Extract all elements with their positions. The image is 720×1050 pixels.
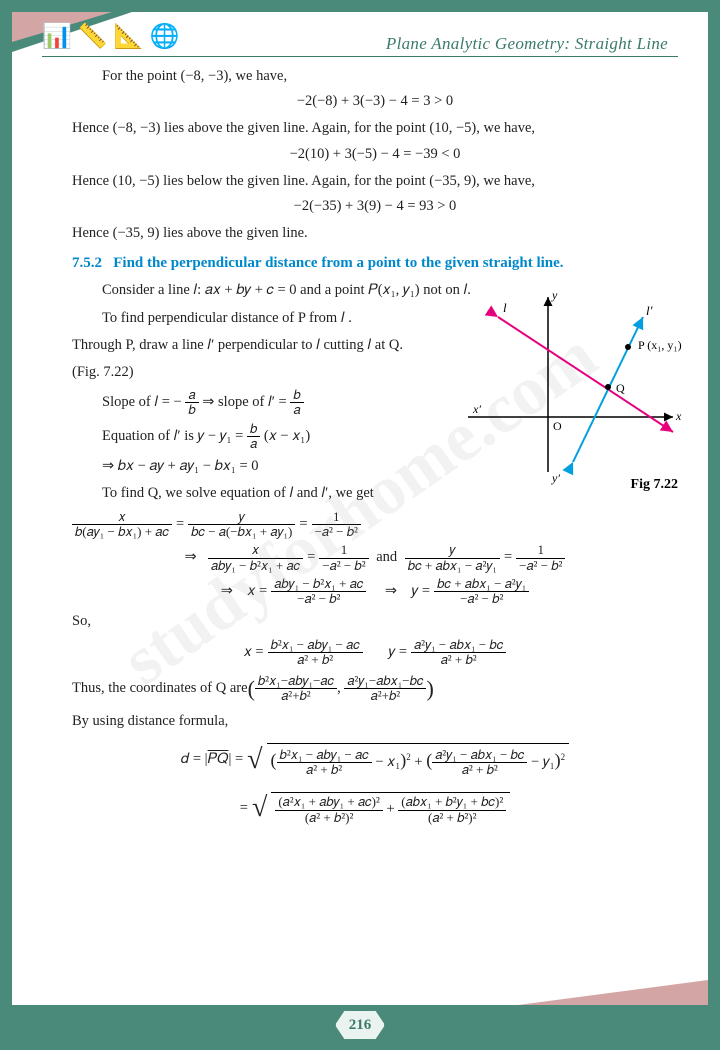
svg-text:y′: y′ bbox=[551, 471, 560, 485]
globe-icon: 🌐 bbox=[150, 24, 180, 50]
section-title: Find the perpendicular distance from a p… bbox=[113, 255, 563, 271]
svg-text:x′: x′ bbox=[472, 402, 481, 416]
equation-row: 𝑥𝑏(𝑎𝑦₁ − 𝑏𝑥₁) + 𝑎𝑐 = 𝑦𝑏𝑐 − 𝑎(−𝑏𝑥₁ + 𝑎𝑦₁)… bbox=[72, 510, 678, 540]
text-line: Hence (−8, −3) lies above the given line… bbox=[72, 117, 678, 140]
text-line: Thus, the coordinates of Q are ( 𝑏²𝑥₁−𝑎𝑏… bbox=[72, 671, 678, 706]
text-line: So, bbox=[72, 610, 678, 633]
header-divider bbox=[42, 56, 678, 57]
text-line: (Fig. 7.22) bbox=[72, 361, 452, 384]
svg-text:x: x bbox=[675, 409, 682, 423]
svg-text:l′: l′ bbox=[646, 303, 653, 318]
svg-text:y: y bbox=[551, 288, 558, 302]
subject-icons: 📊 📏 📐 🌐 bbox=[42, 22, 180, 51]
section-heading: 7.5.2 Find the perpendicular distance fr… bbox=[72, 251, 678, 275]
equation-row: = √ (𝑎²𝑥₁ + 𝑎𝑏𝑦₁ + 𝑎𝑐)²(𝑎² + 𝑏²)² + (𝑎𝑏𝑥… bbox=[72, 786, 678, 831]
equation-row: 𝑑 = |𝑃𝑄| = √ (𝑏²𝑥₁ − 𝑎𝑏𝑦₁ − 𝑎𝑐𝑎² + 𝑏² − … bbox=[72, 738, 678, 783]
equation-row: ⇒ 𝑥 = 𝑎𝑏𝑦₁ − 𝑏²𝑥₁ + 𝑎𝑐−𝑎² − 𝑏² ⇒ 𝑦 = 𝑏𝑐 … bbox=[72, 577, 678, 607]
text-line: To find perpendicular distance of P from… bbox=[72, 307, 452, 330]
equation-row: ⇒ 𝑥𝑎𝑏𝑦₁ − 𝑏²𝑥₁ + 𝑎𝑐 = 1−𝑎² − 𝑏² and 𝑦𝑏𝑐 … bbox=[72, 543, 678, 573]
figure-caption: Fig 7.22 bbox=[631, 477, 678, 493]
svg-text:l: l bbox=[503, 300, 507, 315]
page-container: Plane Analytic Geometry: Straight Line 📊… bbox=[12, 12, 708, 1005]
svg-text:P (x₁, y₁): P (x₁, y₁) bbox=[638, 338, 682, 352]
equation: −2(−35) + 3(9) − 4 = 93 > 0 bbox=[72, 195, 678, 218]
footer-accent bbox=[518, 980, 708, 1005]
compass-icon: 📐 bbox=[114, 24, 144, 50]
page-number: 216 bbox=[335, 1010, 385, 1040]
svg-text:O: O bbox=[553, 419, 562, 433]
text-line: Hence (−35, 9) lies above the given line… bbox=[72, 222, 678, 245]
equation-row: 𝑥 = 𝑏²𝑥₁ − 𝑎𝑏𝑦₁ − 𝑎𝑐𝑎² + 𝑏² 𝑦 = 𝑎²𝑦₁ − 𝑎… bbox=[72, 638, 678, 668]
calculator-icon: 📊 bbox=[42, 24, 72, 50]
equation: −2(−8) + 3(−3) − 4 = 3 > 0 bbox=[72, 90, 678, 113]
text-line: Hence (10, −5) lies below the given line… bbox=[72, 170, 678, 193]
svg-text:Q: Q bbox=[616, 381, 625, 395]
text-line: To find Q, we solve equation of 𝑙 and 𝑙′… bbox=[72, 482, 452, 505]
text-line: By using distance formula, bbox=[72, 710, 678, 733]
ruler-icon: 📏 bbox=[78, 24, 108, 50]
figure-diagram: P (x₁, y₁) Q O x x′ y y′ l l′ bbox=[448, 287, 688, 487]
section-number: 7.5.2 bbox=[72, 255, 102, 271]
text-line: Through P, draw a line 𝑙′ perpendicular … bbox=[72, 334, 452, 357]
text-line: For the point (−8, −3), we have, bbox=[72, 65, 678, 88]
equation: −2(10) + 3(−5) − 4 = −39 < 0 bbox=[72, 143, 678, 166]
